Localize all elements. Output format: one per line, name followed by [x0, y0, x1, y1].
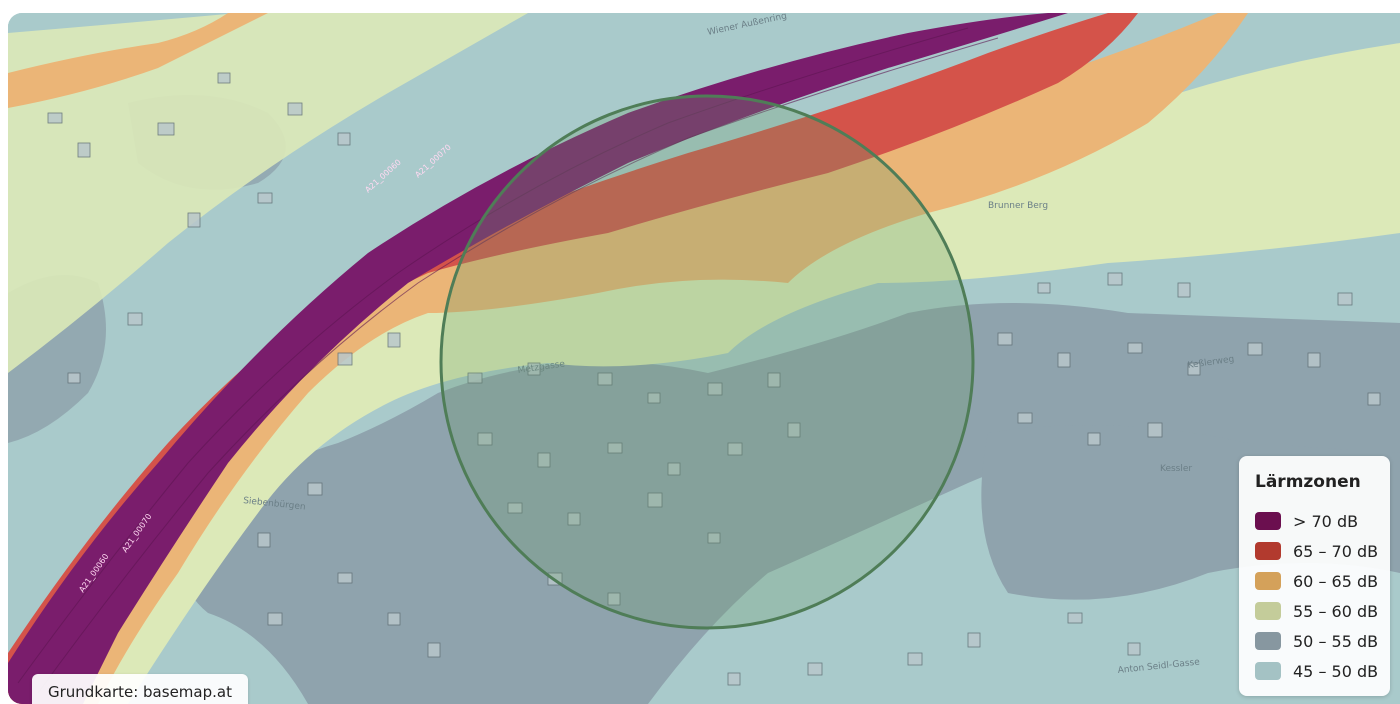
legend-item: 45 – 50 dB	[1255, 656, 1390, 686]
zone-55-60-north	[8, 13, 528, 373]
legend-label: > 70 dB	[1293, 511, 1359, 531]
highway-line	[37, 37, 999, 694]
street-label: Kessler	[1160, 464, 1192, 474]
noise-legend: Lärmzonen > 70 dB 65 – 70 dB 60 – 65 dB 55 …	[1239, 456, 1390, 696]
noise-map-canvas[interactable]: Wiener Außenring Brunner Berg Keßlerweg …	[8, 13, 1400, 704]
street-label: Brunner Berg	[988, 201, 1048, 211]
legend-label: 45 – 50 dB	[1293, 661, 1379, 681]
legend-item: 65 – 70 dB	[1255, 536, 1390, 566]
legend-item: 55 – 60 dB	[1255, 596, 1390, 626]
zone-65-70	[8, 13, 1138, 704]
zone-60-65-nw	[8, 13, 268, 108]
buildings-layer	[47, 72, 1381, 686]
legend-item: 60 – 65 dB	[1255, 566, 1390, 596]
legend-swatch	[1255, 512, 1281, 530]
attribution-text: Grundkarte: basemap.at	[48, 683, 232, 701]
legend-swatch	[1255, 662, 1281, 680]
map-attribution: Grundkarte: basemap.at	[32, 674, 248, 704]
legend-swatch	[1255, 632, 1281, 650]
legend-swatch	[1255, 572, 1281, 590]
zone-50-55-area	[185, 303, 1400, 704]
legend-swatch	[1255, 602, 1281, 620]
radius-circle[interactable]	[439, 94, 975, 630]
map-view[interactable]: Wiener Außenring Brunner Berg Keßlerweg …	[8, 13, 1400, 704]
legend-label: 60 – 65 dB	[1293, 571, 1379, 591]
legend-label: 55 – 60 dB	[1293, 601, 1379, 621]
legend-label: 50 – 55 dB	[1293, 631, 1379, 651]
highway-line	[17, 27, 969, 684]
legend-item: > 70 dB	[1255, 506, 1390, 536]
legend-item: 50 – 55 dB	[1255, 626, 1390, 656]
legend-list: > 70 dB 65 – 70 dB 60 – 65 dB 55 – 60 dB 50 …	[1255, 506, 1390, 686]
legend-label: 65 – 70 dB	[1293, 541, 1379, 561]
zone-over-70	[8, 13, 1068, 704]
legend-swatch	[1255, 542, 1281, 560]
zone-55-60	[28, 43, 1400, 704]
zone-60-65	[8, 13, 1248, 704]
legend-title: Lärmzonen	[1255, 472, 1361, 492]
